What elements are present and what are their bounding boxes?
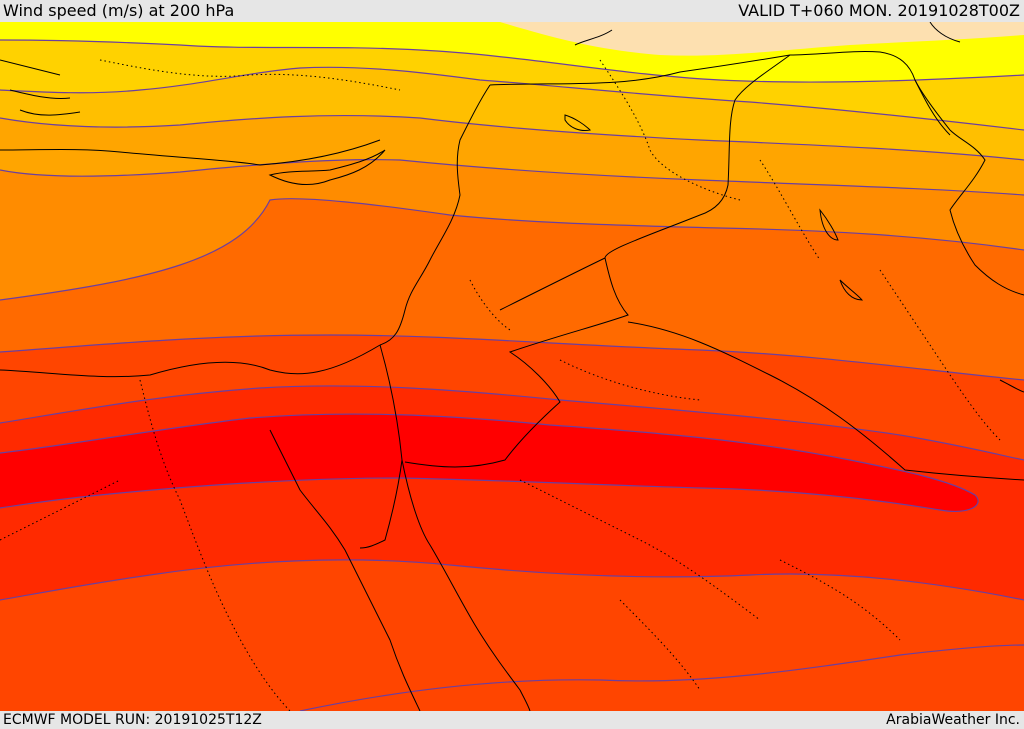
- internal-boundaries: [0, 59, 1001, 711]
- map-footer: ECMWF MODEL RUN: 20191025T12Z ArabiaWeat…: [0, 711, 1024, 729]
- map-header: Wind speed (m/s) at 200 hPa VALID T+060 …: [0, 0, 1024, 22]
- coastlines: [0, 22, 1024, 711]
- valid-time: VALID T+060 MON. 20191028T00Z: [738, 1, 1020, 20]
- model-run: ECMWF MODEL RUN: 20191025T12Z: [3, 712, 262, 728]
- band-red-core: [0, 414, 979, 512]
- contour-lines: [0, 39, 1024, 711]
- credit: ArabiaWeather Inc.: [886, 712, 1020, 728]
- map-title: Wind speed (m/s) at 200 hPa: [3, 1, 235, 20]
- wind-speed-map[interactable]: [0, 22, 1024, 711]
- map-canvas: [0, 22, 1024, 711]
- band-lightest: [500, 22, 1024, 56]
